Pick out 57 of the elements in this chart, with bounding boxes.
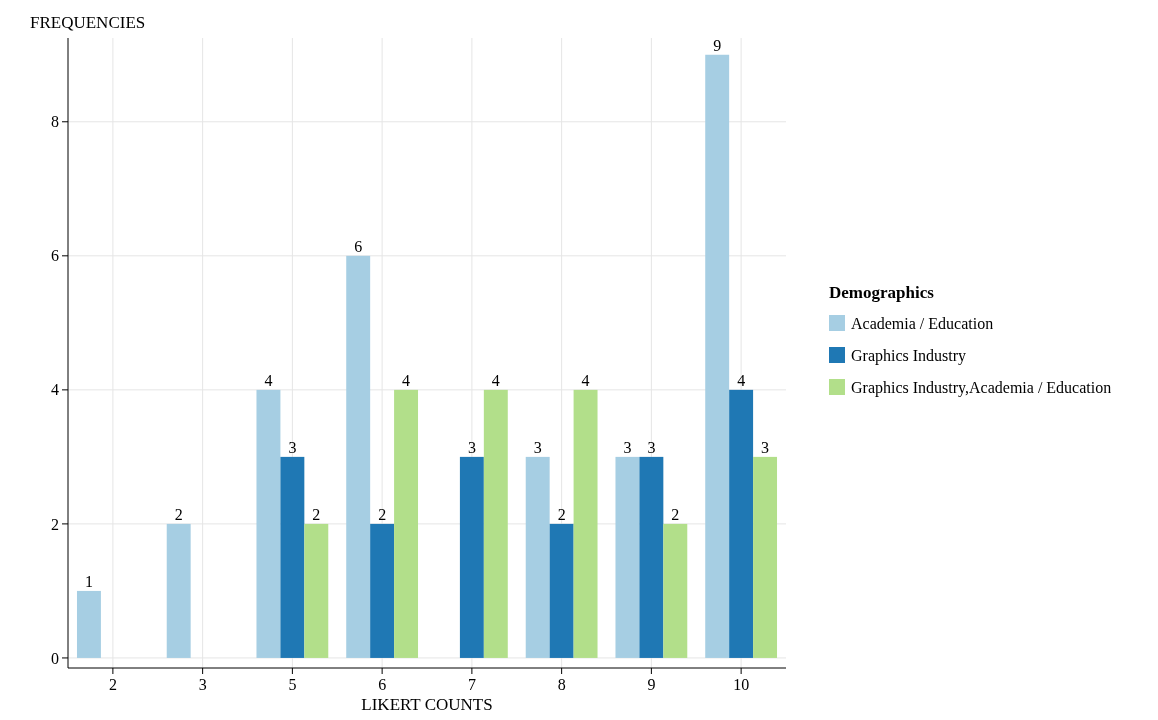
data-label: 3 [647,438,656,456]
legend-label: Academia / Education [851,314,994,332]
data-label: 3 [467,438,476,456]
data-label: 2 [174,505,183,523]
data-label: 3 [761,438,770,456]
data-label: 4 [737,371,746,389]
bar [663,523,688,658]
bar [615,456,640,658]
bar [76,590,101,658]
bar [346,255,371,658]
data-label: 1 [84,572,93,590]
y-tick-label: 0 [51,649,59,667]
bar [280,456,305,658]
data-label: 4 [491,371,500,389]
x-tick-label: 2 [108,676,117,693]
bar [304,523,329,658]
bar [483,389,508,658]
data-label: 9 [713,36,722,54]
legend-label: Graphics Industry,Academia / Education [851,378,1112,397]
data-label: 4 [264,371,273,389]
bar [573,389,598,658]
x-tick-label: 10 [733,676,750,693]
y-tick-label: 4 [51,381,59,399]
y-tick-label: 6 [51,247,59,265]
x-axis-title: LIKERT COUNTS [361,695,493,714]
bar [729,389,754,658]
y-axis-title: FREQUENCIES [30,13,146,32]
x-tick-label: 7 [467,676,476,693]
bar [525,456,550,658]
data-label: 3 [533,438,542,456]
bar [394,389,419,658]
data-label: 4 [581,371,590,389]
bar [166,523,191,658]
x-tick-label: 8 [557,676,566,693]
bar [370,523,395,658]
bar [705,54,730,658]
bar [459,456,484,658]
legend-title: Demographics [829,283,935,302]
data-label: 4 [402,371,411,389]
bar [639,456,664,658]
bar [549,523,574,658]
legend-label: Graphics Industry [851,346,967,365]
x-tick-label: 9 [647,676,656,693]
x-tick-label: 5 [288,676,297,693]
y-tick-label: 2 [51,515,59,533]
x-tick-label: 6 [378,676,387,693]
x-tick-label: 3 [198,676,207,693]
y-tick-label: 8 [51,113,59,131]
bar [753,456,778,658]
data-label: 2 [378,505,387,523]
data-label: 2 [671,505,680,523]
data-label: 3 [623,438,632,456]
bar [256,389,281,658]
data-label: 6 [354,237,363,255]
data-label: 2 [557,505,566,523]
data-label: 2 [312,505,321,523]
data-label: 3 [288,438,297,456]
